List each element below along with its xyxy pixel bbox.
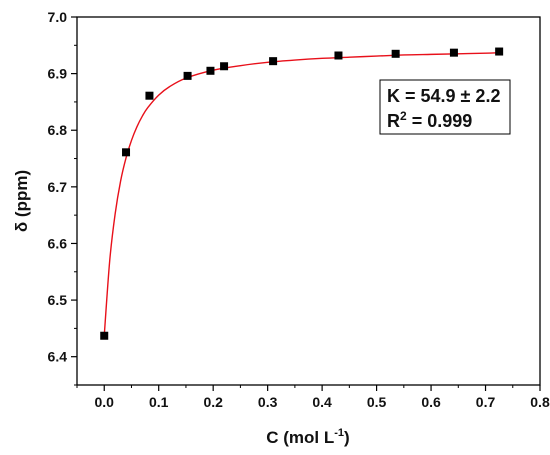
annotation-k-value: K = 54.9 ± 2.2 bbox=[387, 86, 500, 106]
data-point bbox=[206, 66, 215, 75]
y-tick-label: 6.4 bbox=[48, 349, 68, 365]
x-axis-title: C (mol L-1) bbox=[266, 427, 349, 447]
y-axis-ticks: 6.4 6.5 6.6 6.7 6.8 6.9 7.0 bbox=[48, 9, 77, 386]
data-point bbox=[145, 91, 154, 100]
data-point bbox=[495, 47, 504, 56]
x-axis-ticks: 0.0 0.1 0.2 0.3 0.4 0.5 0.6 0.7 0.8 bbox=[76, 385, 550, 410]
plot-frame bbox=[76, 16, 541, 386]
y-tick-label: 6.9 bbox=[48, 66, 68, 82]
data-point bbox=[334, 51, 343, 60]
data-point bbox=[449, 48, 458, 57]
y-tick-label: 6.5 bbox=[48, 292, 68, 308]
fit-annotation: K = 54.9 ± 2.2 R2 = 0.999 bbox=[379, 79, 511, 135]
x-tick-label: 0.1 bbox=[149, 394, 169, 410]
y-tick-label: 6.7 bbox=[48, 179, 68, 195]
x-tick-label: 0.4 bbox=[312, 394, 332, 410]
y-axis-title: δ (ppm) bbox=[12, 170, 31, 232]
y-tick-label: 6.8 bbox=[48, 122, 68, 138]
x-tick-label: 0.3 bbox=[258, 394, 278, 410]
data-point bbox=[100, 331, 109, 340]
x-tick-label: 0.5 bbox=[367, 394, 387, 410]
x-tick-label: 0.7 bbox=[476, 394, 496, 410]
x-tick-label: 0.8 bbox=[530, 394, 550, 410]
annotation-box bbox=[379, 79, 511, 135]
x-tick-label: 0.2 bbox=[203, 394, 223, 410]
data-point bbox=[391, 49, 400, 58]
data-point bbox=[269, 57, 278, 66]
fit-curve bbox=[103, 51, 500, 336]
data-point bbox=[220, 62, 229, 71]
data-point bbox=[122, 148, 131, 157]
data-point bbox=[183, 71, 192, 80]
y-tick-label: 6.6 bbox=[48, 235, 68, 251]
annotation-r-squared: R2 = 0.999 bbox=[387, 109, 472, 131]
y-tick-label: 7.0 bbox=[48, 9, 68, 25]
x-tick-label: 0.6 bbox=[421, 394, 441, 410]
data-points bbox=[100, 47, 504, 340]
x-tick-label: 0.0 bbox=[95, 394, 115, 410]
